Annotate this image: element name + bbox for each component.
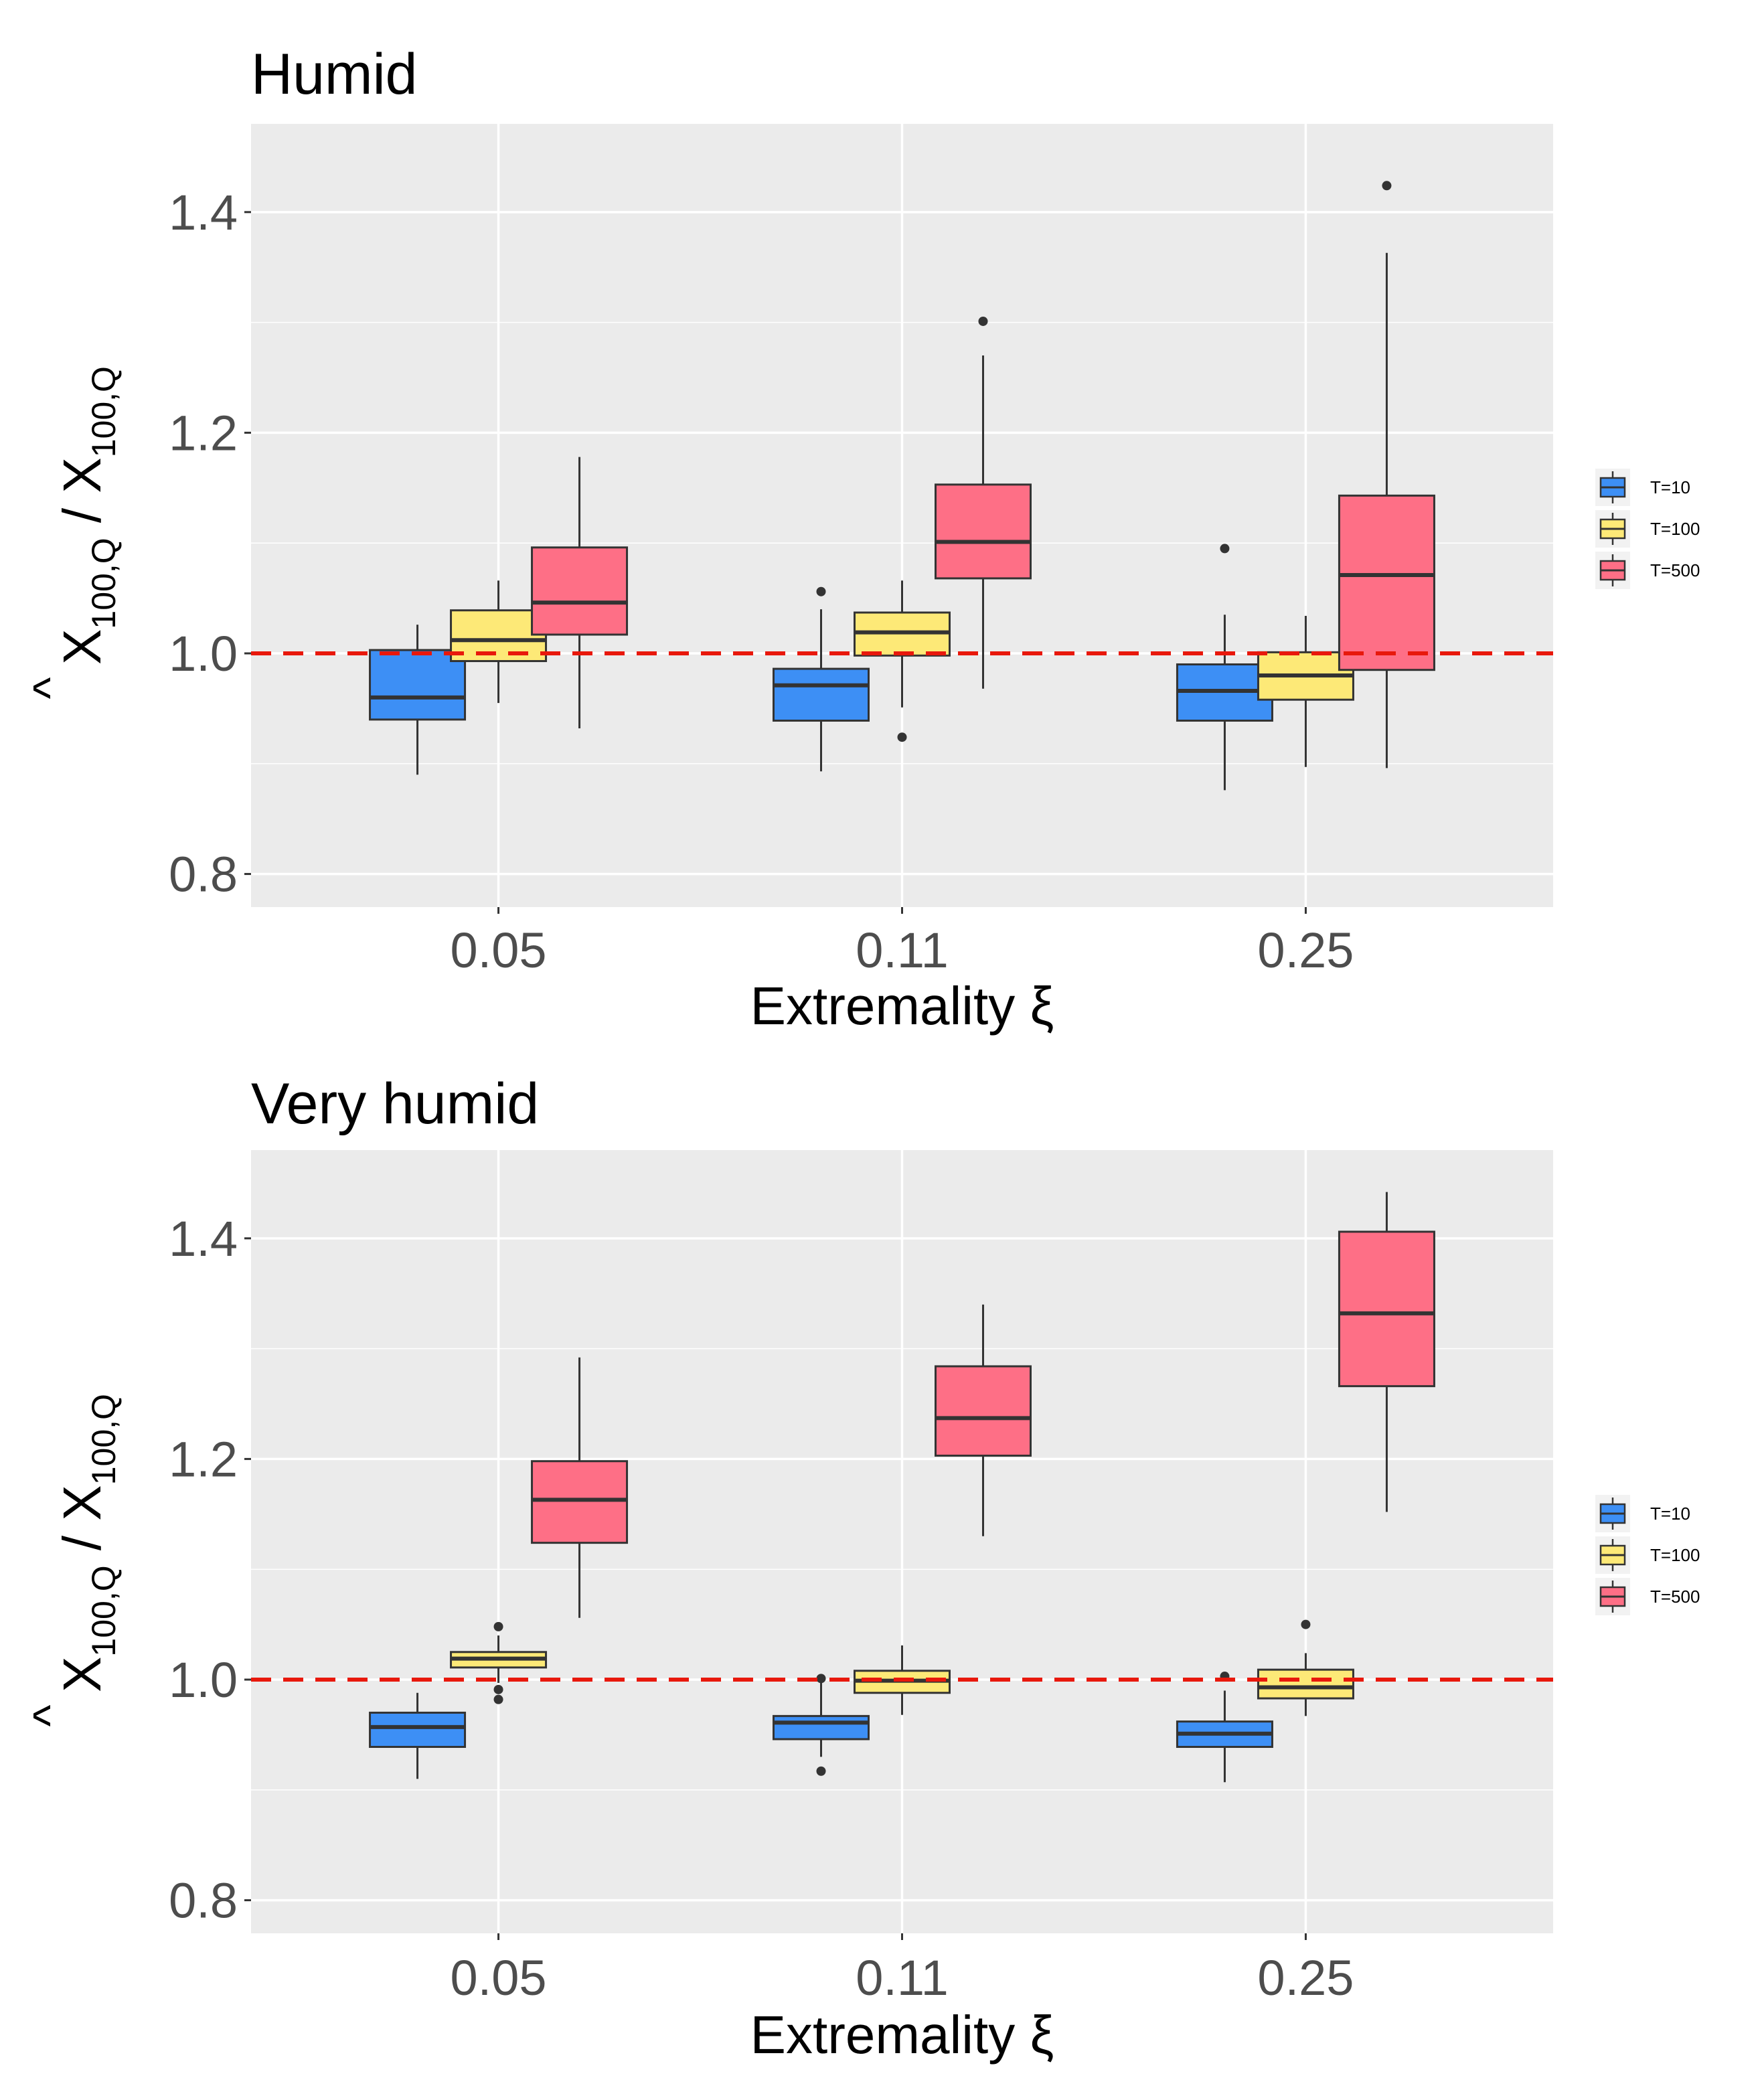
box <box>450 609 548 663</box>
panel-title: Very humid <box>251 1072 539 1136</box>
box <box>1257 1668 1354 1700</box>
legend-label: T=500 <box>1650 1587 1700 1607</box>
y-axis-title-hat: ^ <box>23 1704 76 1726</box>
legend-label: T=100 <box>1650 519 1700 539</box>
outlier-point <box>816 586 826 596</box>
box <box>531 546 629 636</box>
box <box>1338 1230 1435 1388</box>
y-tick-label: 1.2 <box>169 405 238 461</box>
legend: T=10 T=100 T=500 <box>1595 1495 1700 1615</box>
y-tick-label: 1.4 <box>169 185 238 240</box>
panel-title: Humid <box>251 42 418 106</box>
panel-humid: Humid 0.8 1.0 1.2 1.4 0.05 0.11 0.25 Extremality… <box>23 42 1700 1036</box>
legend: T=10 T=100 T=500 <box>1595 469 1700 589</box>
y-axis-title-denominator-sub: 100,Q <box>85 366 123 457</box>
box <box>531 1460 629 1544</box>
y-axis-title-denominator: X <box>52 457 112 493</box>
legend-label: T=10 <box>1650 1504 1690 1524</box>
x-axis-title: Extremality ξ <box>750 2005 1054 2065</box>
box <box>369 1711 467 1749</box>
y-axis-title-separator: / <box>52 493 112 538</box>
x-axis-title: Extremality ξ <box>750 976 1054 1036</box>
y-axis-title-separator: / <box>52 1521 112 1566</box>
y-axis-title-numerator: X <box>52 1657 112 1692</box>
outlier-point <box>1301 1619 1311 1629</box>
y-tick-label: 1.0 <box>169 626 238 681</box>
box <box>773 667 870 722</box>
y-tick-label: 1.2 <box>169 1431 238 1487</box>
box <box>935 483 1032 580</box>
legend-label: T=10 <box>1650 477 1690 497</box>
box <box>1338 494 1435 671</box>
y-tick-label: 1.0 <box>169 1652 238 1708</box>
box <box>935 1365 1032 1457</box>
y-axis-title-denominator-sub: 100,Q <box>85 1394 123 1485</box>
outlier-point <box>493 1684 503 1694</box>
outlier-point <box>1382 181 1392 191</box>
outlier-point <box>1220 544 1230 554</box>
legend-label: T=100 <box>1650 1545 1700 1565</box>
box <box>773 1714 870 1741</box>
outlier-point <box>493 1621 503 1631</box>
y-axis-title-text: X100,Q / X100,Q <box>52 1394 123 1692</box>
y-axis-title-numerator: X <box>52 629 112 665</box>
y-tick-label: 0.8 <box>169 847 238 902</box>
x-tick-label: 0.05 <box>451 1950 547 2006</box>
x-tick-label: 0.25 <box>1257 922 1354 978</box>
y-axis-title-numerator-sub: 100,Q <box>85 1565 123 1656</box>
outlier-point <box>897 732 907 742</box>
legend-label: T=500 <box>1650 560 1700 580</box>
y-axis-title-denominator: X <box>52 1485 112 1520</box>
y-axis-title-hat: ^ <box>23 677 76 699</box>
x-tick-label: 0.11 <box>856 1950 949 2006</box>
x-tick-label: 0.11 <box>856 922 949 978</box>
panel-very-humid: Very humid 0.8 1.0 1.2 1.4 0.05 0.11 0.25 Extrem… <box>23 1072 1700 2065</box>
y-axis-title-text: X100,Q / X100,Q <box>52 366 123 665</box>
outlier-point <box>816 1766 826 1776</box>
y-axis-title: X100,Q / X100,Q^ <box>23 366 123 699</box>
y-tick-label: 1.4 <box>169 1211 238 1267</box>
y-axis-title-numerator-sub: 100,Q <box>85 538 123 629</box>
box <box>369 649 467 721</box>
y-tick-label: 0.8 <box>169 1873 238 1929</box>
outlier-point <box>493 1694 503 1704</box>
y-axis-title: X100,Q / X100,Q^ <box>23 1394 123 1726</box>
x-tick-label: 0.25 <box>1257 1950 1354 2006</box>
x-tick-label: 0.05 <box>451 922 547 978</box>
outlier-point <box>816 1674 826 1684</box>
outlier-point <box>978 316 988 326</box>
